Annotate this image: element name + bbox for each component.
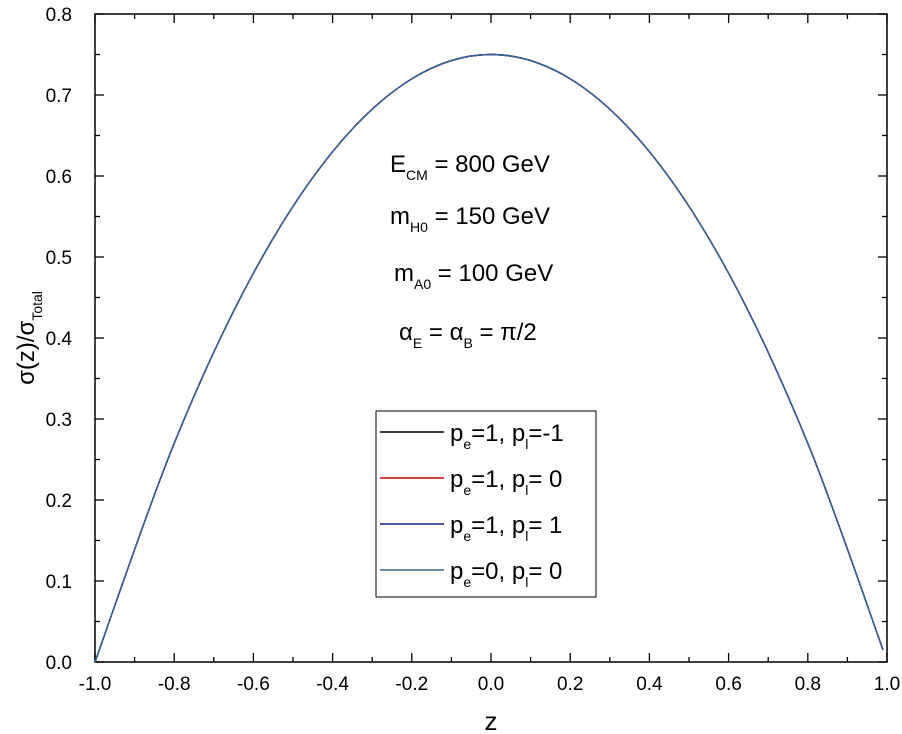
x-tick-label: 0.2 [557, 674, 583, 695]
series-lines [94, 53, 884, 663]
legend: pe=1, pl=-1 pe=1, pl= 0 pe=1, pl= 1 pe=0, p… [375, 410, 597, 598]
x-tick-labels: -1.0 -0.8 -0.6 -0.4 -0.2 0.0 0.2 0.4 0.6 0.8 1.0 [79, 674, 901, 695]
y-axis-title-sub: Total [29, 291, 45, 321]
x-tick-label: 0.8 [795, 674, 821, 695]
x-tick-label: 0.4 [636, 674, 663, 695]
y-tick-label: 0.0 [46, 653, 72, 674]
x-tick-label: 0.0 [478, 674, 504, 695]
x-tick-label: 0.6 [715, 674, 741, 695]
x-tick-label: -1.0 [79, 674, 112, 695]
legend-label-2: pe=1, pl= 0 [450, 466, 562, 498]
y-tick-label: 0.6 [46, 167, 72, 188]
annotations: ECM = 800 GeV mH0 = 150 GeV mA0 = 100 Ge… [390, 151, 553, 351]
annotation-alpha: αE = αB = π/2 [399, 319, 537, 351]
legend-box [375, 410, 597, 598]
x-tick-label: -0.8 [158, 674, 191, 695]
annotation-mh0: mH0 = 150 GeV [390, 203, 550, 235]
x-axis-title: z [485, 706, 498, 734]
annotation-ecm: ECM = 800 GeV [390, 151, 550, 183]
y-tick-label: 0.8 [46, 5, 72, 26]
y-tick-label: 0.7 [46, 86, 72, 107]
axis-ticks [94, 13, 888, 663]
y-tick-label: 0.3 [46, 410, 72, 431]
legend-label-3: pe=1, pl= 1 [450, 512, 562, 544]
y-tick-labels: 0.0 0.1 0.2 0.3 0.4 0.5 0.6 0.7 0.8 [46, 5, 73, 674]
y-axis-title-main: σ(z)/σ [13, 320, 40, 384]
x-tick-label: -0.2 [395, 674, 428, 695]
y-axis-title: σ(z)/σTotal [13, 291, 45, 385]
y-tick-label: 0.4 [46, 329, 73, 350]
annotation-ma0: mA0 = 100 GeV [394, 260, 553, 292]
x-tick-label: -0.4 [316, 674, 349, 695]
y-tick-label: 0.2 [46, 491, 72, 512]
x-tick-label: -0.6 [237, 674, 270, 695]
x-tick-label: 1.0 [874, 674, 900, 695]
y-tick-label: 0.5 [46, 248, 72, 269]
legend-label-1: pe=1, pl=-1 [450, 420, 564, 452]
legend-label-4: pe=0, pl= 0 [450, 558, 562, 590]
y-tick-label: 0.1 [46, 572, 72, 593]
series-line-4 [94, 53, 884, 663]
